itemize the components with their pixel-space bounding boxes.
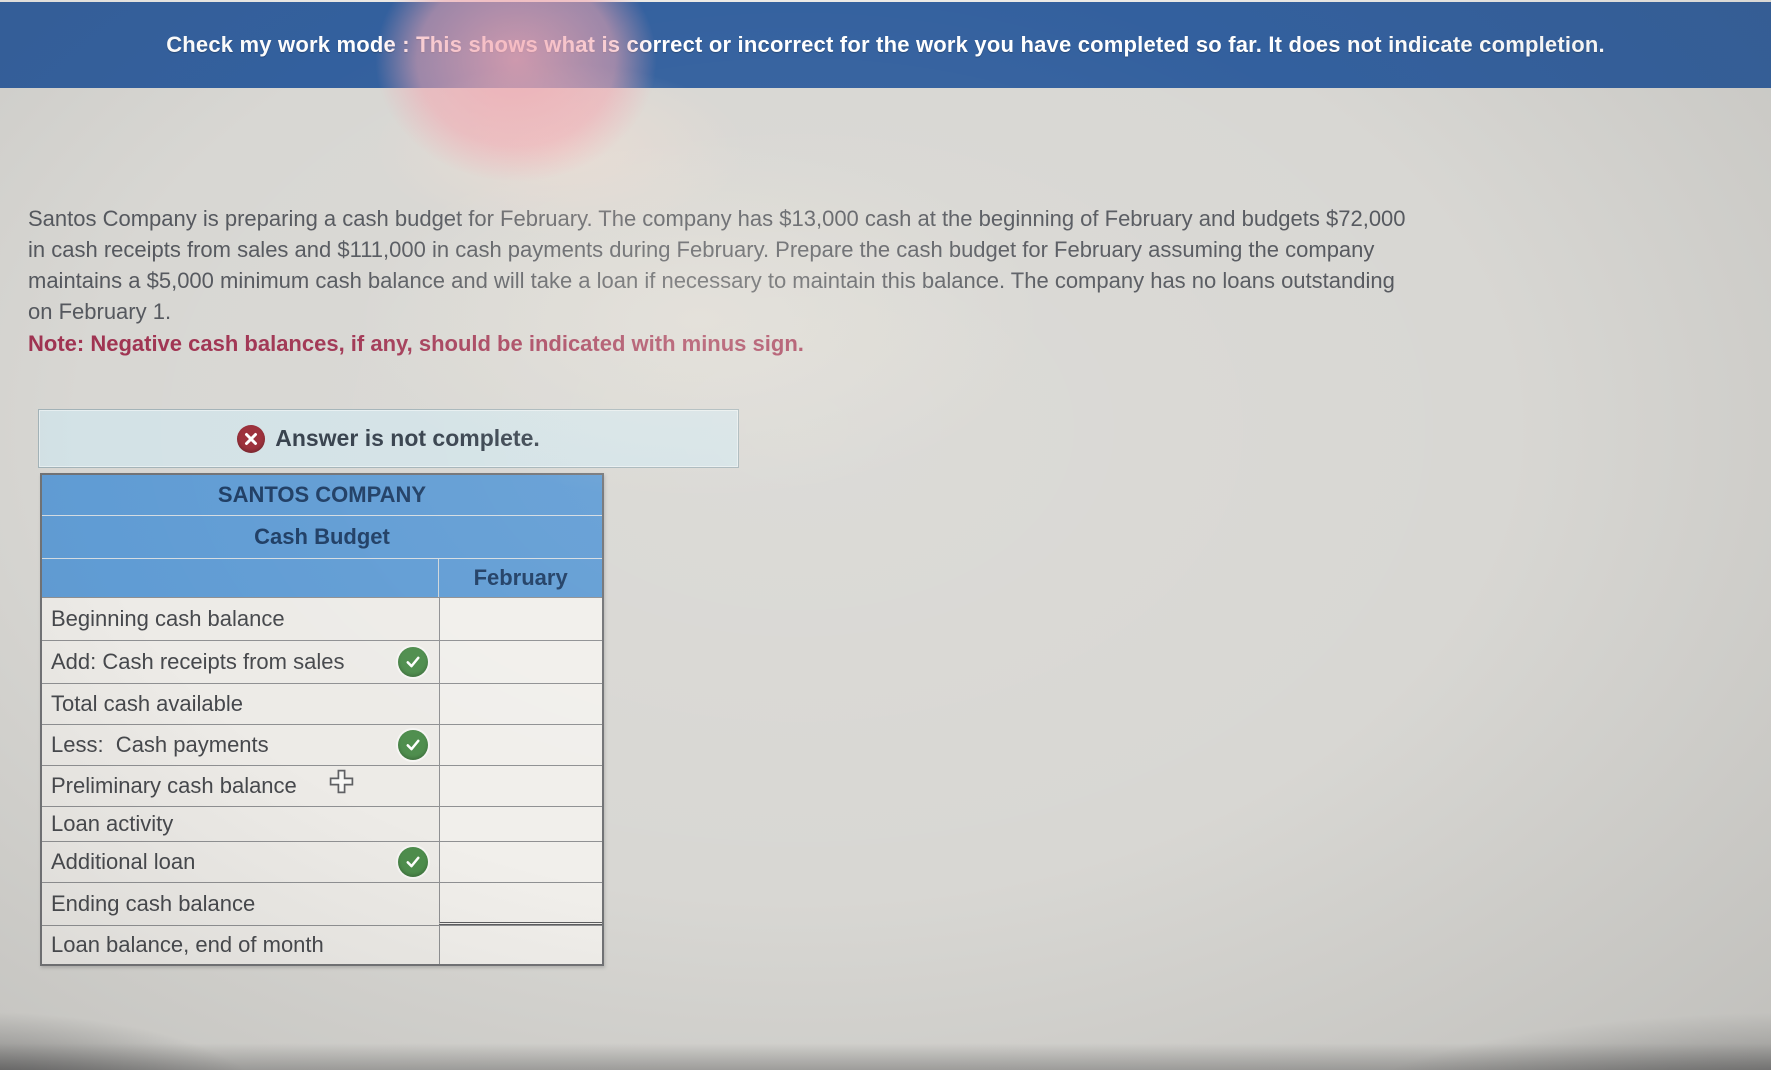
status-banner: Answer is not complete. — [38, 409, 739, 468]
table-subtitle: Cash Budget — [42, 516, 602, 559]
table-row: Beginning cash balance — [42, 597, 602, 640]
row-label: Less: Cash payments — [42, 725, 439, 765]
check-circle-icon — [398, 847, 428, 877]
table-row: Loan activity — [42, 806, 602, 841]
row-label: Ending cash balance — [42, 883, 439, 925]
february-value-cell[interactable] — [439, 807, 602, 841]
cash-budget-table: SANTOS COMPANY Cash Budget February Begi… — [40, 473, 604, 966]
row-label: Beginning cash balance — [42, 598, 439, 640]
february-value-cell[interactable] — [439, 684, 602, 724]
problem-statement: Santos Company is preparing a cash budge… — [28, 203, 1418, 359]
problem-text: Santos Company is preparing a cash budge… — [28, 206, 1406, 324]
row-label: Total cash available — [42, 684, 439, 724]
row-label: Additional loan — [42, 842, 439, 882]
february-value-cell[interactable] — [439, 766, 602, 806]
table-row: Additional loan — [42, 841, 602, 882]
column-header-row: February — [42, 559, 602, 597]
banner-text: Check my work mode : This shows what is … — [166, 32, 1605, 57]
table-row: Preliminary cash balance — [42, 765, 602, 806]
table-row: Loan balance, end of month — [42, 925, 602, 964]
february-value-cell[interactable] — [439, 598, 602, 640]
february-value-cell[interactable] — [439, 842, 602, 882]
check-my-work-banner: Check my work mode : This shows what is … — [0, 2, 1771, 88]
february-value-cell[interactable] — [439, 725, 602, 765]
table-row: Add: Cash receipts from sales — [42, 640, 602, 683]
x-circle-icon — [237, 424, 266, 453]
status-message: Answer is not complete. — [275, 425, 540, 451]
problem-note: Note: Negative cash balances, if any, sh… — [28, 331, 804, 356]
cell-plus-cursor-icon — [329, 769, 354, 799]
february-value-cell[interactable] — [439, 641, 602, 683]
february-value-cell[interactable] — [439, 883, 602, 925]
row-label: Loan activity — [42, 807, 439, 841]
table-row: Ending cash balance — [42, 882, 602, 925]
row-label: Preliminary cash balance — [42, 766, 439, 806]
column-header-blank — [42, 559, 438, 597]
table-title: SANTOS COMPANY — [42, 475, 602, 516]
february-value-cell[interactable] — [439, 926, 602, 964]
check-circle-icon — [398, 647, 428, 677]
row-label: Add: Cash receipts from sales — [42, 641, 439, 683]
row-label: Loan balance, end of month — [42, 926, 439, 964]
column-header-february: February — [438, 559, 602, 597]
table-row: Total cash available — [42, 683, 602, 724]
check-circle-icon — [398, 730, 428, 760]
table-row: Less: Cash payments — [42, 724, 602, 765]
